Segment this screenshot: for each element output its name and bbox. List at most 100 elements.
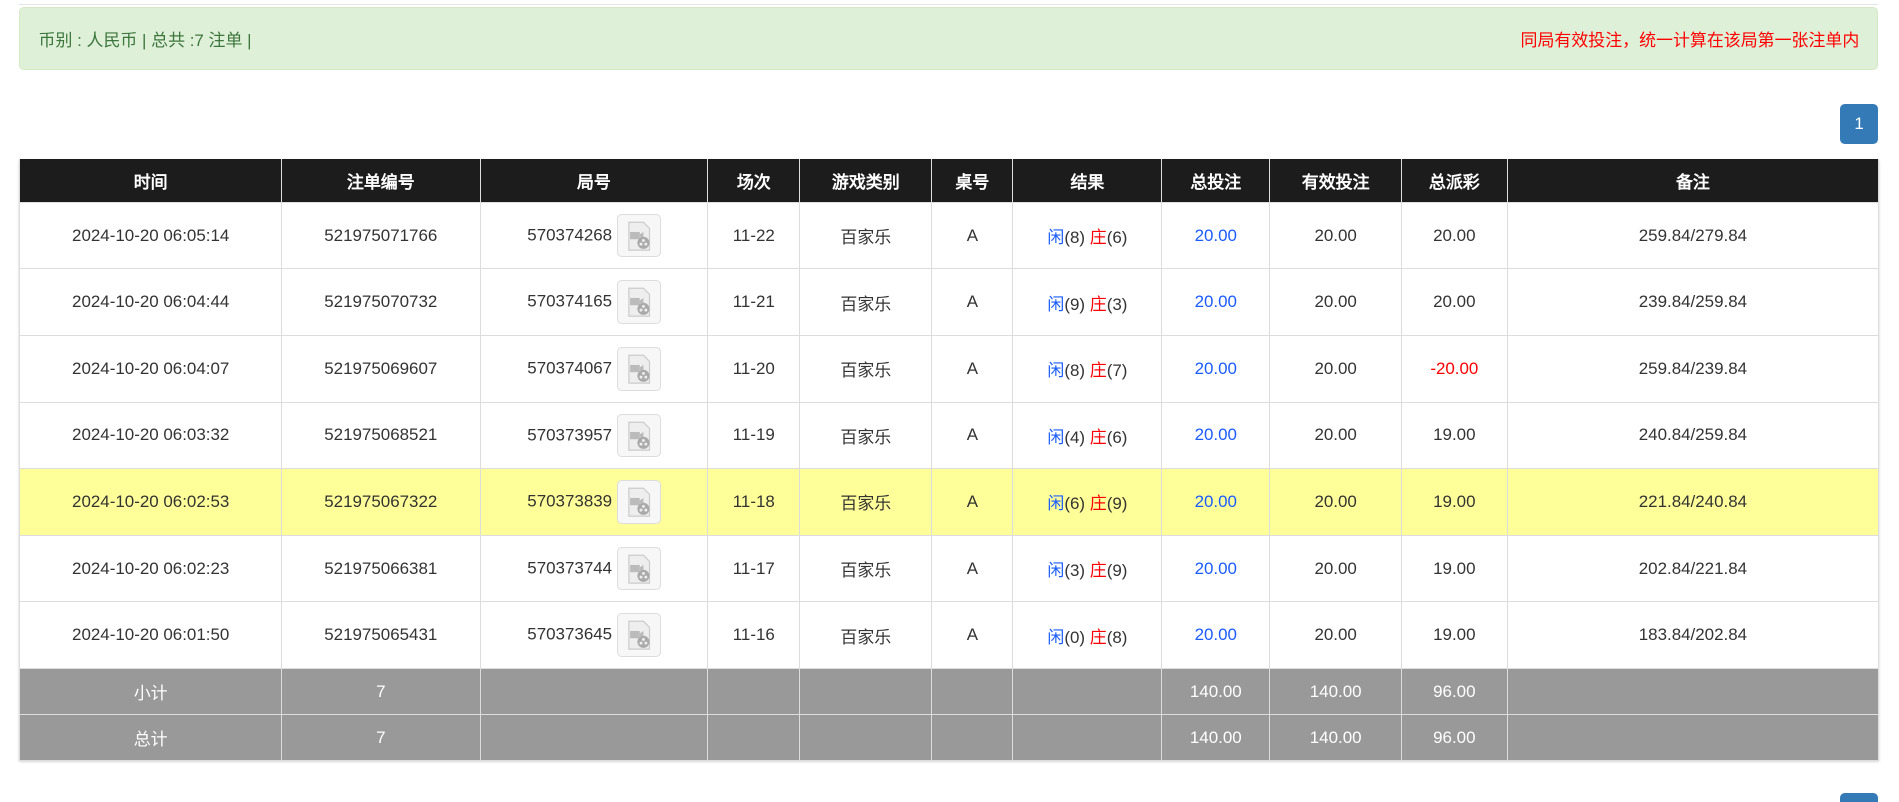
table-row: 2024-10-20 06:05:14 521975071766 5703742… (19, 201, 1880, 270)
banker-score: (6) (1106, 228, 1128, 248)
subtotal-count: 7 (280, 668, 481, 716)
banker-label: 庄 (1089, 361, 1107, 381)
note: 183.84/202.84 (1506, 601, 1880, 669)
subtotal-valid-bet: 140.00 (1269, 668, 1403, 716)
payout: 20.00 (1401, 201, 1508, 270)
summary-alert: 币别 : 人民币 | 总共 :7 注单 | 同局有效投注，统一计算在该局第一张注… (19, 7, 1879, 71)
round-cell: 570373839 (479, 468, 709, 536)
note: 240.84/259.84 (1506, 401, 1880, 470)
banker-score: (6) (1106, 427, 1128, 447)
payout: -20.00 (1401, 334, 1508, 403)
game-type: 百家乐 (799, 534, 933, 603)
round-cell: 570373645 (479, 601, 709, 669)
video-file-icon[interactable] (616, 280, 661, 324)
banker-label: 庄 (1089, 494, 1107, 514)
total-bet: 20.00 (1161, 334, 1271, 403)
table-row: 2024-10-20 06:02:53 521975067322 5703738… (19, 468, 1880, 536)
valid-bet: 20.00 (1269, 534, 1403, 603)
bet-id: 521975065431 (280, 601, 481, 669)
result: 闲(3) 庄(9) (1012, 534, 1163, 603)
player-score: (0) (1064, 627, 1086, 647)
round-number: 570374067 (527, 358, 613, 378)
bet-id: 521975068521 (280, 401, 481, 470)
round-number: 570373645 (527, 624, 613, 644)
payout: 19.00 (1401, 601, 1508, 669)
video-file-icon[interactable] (616, 546, 661, 591)
round-number: 570374268 (527, 225, 613, 245)
banker-label: 庄 (1089, 294, 1107, 314)
column-header: 结果 (1012, 158, 1163, 203)
payout: 19.00 (1401, 534, 1508, 603)
valid-bet: 20.00 (1269, 468, 1403, 536)
banker-label: 庄 (1089, 427, 1107, 447)
table-number: A (931, 201, 1014, 270)
bet-id: 521975070732 (280, 268, 481, 336)
column-header: 局号 (479, 158, 709, 203)
result: 闲(4) 庄(6) (1012, 401, 1163, 470)
session: 11-20 (707, 334, 801, 403)
player-score: (9) (1064, 294, 1086, 314)
banker-score: (7) (1106, 361, 1128, 381)
valid-bet: 20.00 (1269, 268, 1403, 336)
player-label: 闲 (1047, 427, 1065, 447)
total-count: 7 (280, 714, 481, 762)
bet-time: 2024-10-20 06:04:44 (19, 268, 282, 336)
bet-time: 2024-10-20 06:02:23 (19, 534, 282, 603)
note: 221.84/240.84 (1506, 468, 1880, 536)
bet-id: 521975069607 (280, 334, 481, 403)
bet-time: 2024-10-20 06:01:50 (19, 601, 282, 669)
total-bet: 20.00 (1161, 401, 1271, 470)
game-type: 百家乐 (799, 334, 933, 403)
table-number: A (931, 268, 1014, 336)
result: 闲(8) 庄(7) (1012, 334, 1163, 403)
player-label: 闲 (1047, 494, 1065, 514)
player-label: 闲 (1047, 294, 1065, 314)
banker-score: (9) (1106, 494, 1128, 514)
table-number: A (931, 468, 1014, 536)
bet-time: 2024-10-20 06:04:07 (19, 334, 282, 403)
bet-time: 2024-10-20 06:02:53 (19, 468, 282, 536)
video-file-icon[interactable] (616, 480, 661, 524)
video-file-icon[interactable] (616, 413, 661, 458)
video-file-icon[interactable] (616, 346, 661, 391)
player-score: (8) (1064, 228, 1086, 248)
total-bet: 20.00 (1161, 201, 1271, 270)
column-header: 备注 (1506, 158, 1880, 203)
video-file-icon[interactable] (616, 613, 661, 657)
payout: 19.00 (1401, 401, 1508, 470)
table-number: A (931, 401, 1014, 470)
valid-bet: 20.00 (1269, 601, 1403, 669)
player-score: (8) (1064, 361, 1086, 381)
total-payout: 96.00 (1401, 714, 1508, 762)
total-row: 总计 7 140.00 140.00 96.00 (19, 714, 1880, 762)
table-number: A (931, 334, 1014, 403)
banker-score: (3) (1106, 294, 1128, 314)
banker-score: (9) (1106, 561, 1128, 581)
column-header: 注单编号 (280, 158, 481, 203)
banker-label: 庄 (1089, 627, 1107, 647)
pagination-page-1[interactable]: 1 (1839, 104, 1879, 145)
valid-bet: 20.00 (1269, 334, 1403, 403)
result: 闲(0) 庄(8) (1012, 601, 1163, 669)
round-cell: 570373744 (479, 534, 709, 603)
player-label: 闲 (1047, 627, 1065, 647)
column-header: 总派彩 (1401, 158, 1508, 203)
banker-label: 庄 (1089, 561, 1107, 581)
table-row: 2024-10-20 06:01:50 521975065431 5703736… (19, 601, 1880, 669)
table-number: A (931, 534, 1014, 603)
session: 11-21 (707, 268, 801, 336)
banker-label: 庄 (1089, 228, 1107, 248)
pagination-page-bottom[interactable] (1839, 793, 1879, 802)
total-bet: 20.00 (1161, 268, 1271, 336)
column-header: 桌号 (931, 158, 1014, 203)
summary-notice: 同局有效投注，统一计算在该局第一张注单内 (1520, 31, 1860, 51)
session: 11-18 (707, 468, 801, 536)
game-type: 百家乐 (799, 401, 933, 470)
video-file-icon[interactable] (616, 213, 661, 258)
table-number: A (931, 601, 1014, 669)
round-number: 570373744 (527, 558, 613, 578)
round-cell: 570374165 (479, 268, 709, 336)
note: 202.84/221.84 (1506, 534, 1880, 603)
summary-text: 币别 : 人民币 | 总共 :7 注单 | (38, 31, 252, 51)
